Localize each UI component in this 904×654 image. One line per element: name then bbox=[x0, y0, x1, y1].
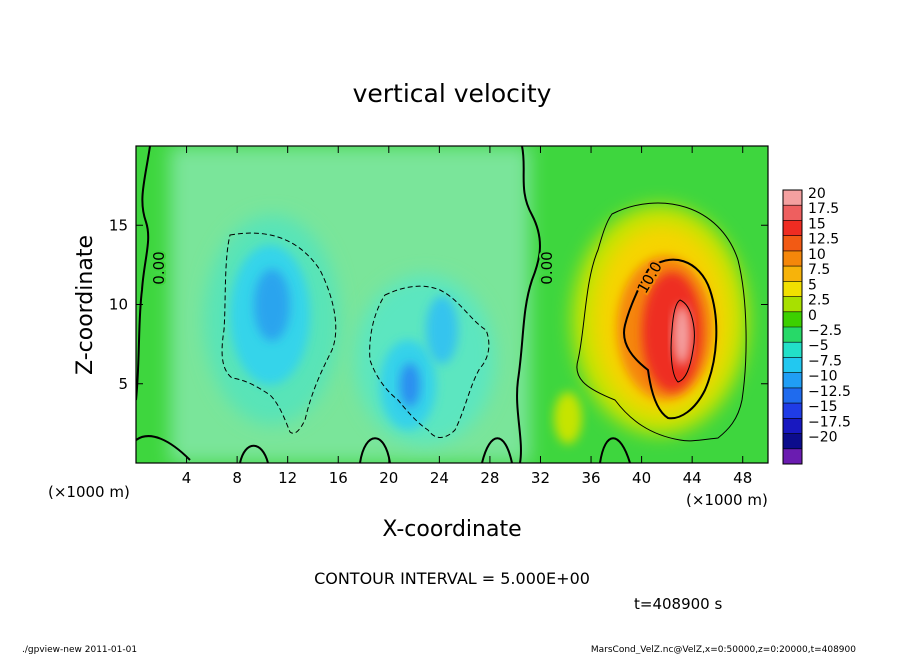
y-tick-label: 15 bbox=[109, 216, 128, 234]
contour-plus10 bbox=[623, 258, 718, 420]
contour-plus15 bbox=[670, 299, 695, 383]
contours bbox=[136, 146, 747, 463]
x-tick-label: 16 bbox=[329, 469, 348, 487]
footer-right: MarsCond_VelZ.nc@VelZ,x=0:50000,z=0:2000… bbox=[591, 645, 856, 654]
colorbar-swatch bbox=[783, 418, 802, 435]
colorbar: 2017.51512.5107.552.50−2.5−5−7.5−10−12.5… bbox=[782, 186, 851, 465]
colorbar-label: −10 bbox=[808, 369, 838, 385]
colorbar-label: 10 bbox=[808, 247, 826, 263]
colorbar-label: −12.5 bbox=[808, 384, 851, 400]
colorbar-swatch bbox=[783, 448, 802, 465]
chart-title: vertical velocity bbox=[353, 79, 552, 108]
x-tick-label: 32 bbox=[531, 469, 550, 487]
y-axis-ticks: 5 10 15 bbox=[109, 216, 768, 393]
y-tick-label: 10 bbox=[109, 296, 128, 314]
colorbar-swatch bbox=[783, 281, 802, 298]
colorbar-swatch bbox=[783, 190, 802, 206]
contour-minus5-left bbox=[221, 232, 337, 434]
colorbar-swatch bbox=[783, 403, 802, 419]
colorbar-label: −7.5 bbox=[808, 353, 842, 369]
x-tick-label: 4 bbox=[182, 469, 192, 487]
colorbar-swatch bbox=[783, 342, 802, 358]
colorbar-label: 12.5 bbox=[808, 232, 839, 248]
colorbar-label: −17.5 bbox=[808, 414, 851, 430]
colorbar-swatch bbox=[783, 220, 802, 237]
contour-minus5-mid bbox=[369, 285, 490, 438]
downdraft-left-core bbox=[254, 269, 290, 341]
colorbar-label: 5 bbox=[808, 277, 817, 293]
x-tick-label: 12 bbox=[278, 469, 297, 487]
colorbar-swatch bbox=[783, 372, 802, 389]
contour-interval-text: CONTOUR INTERVAL = 5.000E+00 bbox=[314, 569, 590, 588]
zero-contour-mid bbox=[516, 146, 541, 463]
colorbar-swatch bbox=[783, 357, 802, 374]
colorbar-swatch bbox=[783, 296, 802, 313]
colorbar-label: 15 bbox=[808, 216, 826, 232]
colorbar-swatch bbox=[783, 235, 802, 252]
colorbar-swatch bbox=[783, 205, 802, 221]
colorbar-label: −15 bbox=[808, 399, 838, 415]
contour-label: 0.00 bbox=[538, 251, 556, 284]
x-tick-label: 48 bbox=[733, 469, 752, 487]
time-text: t=408900 s bbox=[634, 595, 722, 613]
x-tick-label: 36 bbox=[581, 469, 600, 487]
colorbar-label: −20 bbox=[808, 430, 838, 446]
colorbar-label: 7.5 bbox=[808, 262, 830, 278]
contour-label: 0.00 bbox=[150, 251, 168, 284]
colorbar-label: 2.5 bbox=[808, 293, 830, 309]
colorbar-label: −5 bbox=[808, 338, 829, 354]
downdraft-mid-core bbox=[400, 363, 420, 407]
colorbar-swatch bbox=[783, 433, 802, 450]
velocity-field bbox=[136, 146, 768, 463]
colorbar-label: 0 bbox=[808, 308, 817, 324]
colorbar-swatch bbox=[783, 311, 802, 328]
colorbar-label: 20 bbox=[808, 186, 826, 202]
contour-plus5 bbox=[576, 202, 747, 442]
y-axis-label: Z-coordinate bbox=[73, 235, 98, 375]
colorbar-swatch bbox=[783, 327, 802, 343]
colorbar-swatch bbox=[783, 266, 802, 282]
x-tick-label: 44 bbox=[683, 469, 702, 487]
x-axis-ticks: 4 8 12 16 20 24 28 32 36 40 44 48 bbox=[182, 146, 752, 487]
colorbar-label: 17.5 bbox=[808, 201, 839, 217]
footer-left: ./gpview-new 2011-01-01 bbox=[22, 645, 137, 654]
y-tick-label: 5 bbox=[118, 375, 128, 393]
x-tick-label: 28 bbox=[480, 469, 499, 487]
x-unit-left: (×1000 m) bbox=[48, 483, 130, 501]
x-tick-label: 24 bbox=[430, 469, 449, 487]
downdraft-right bbox=[426, 296, 458, 364]
updraft-small bbox=[554, 392, 582, 444]
x-tick-label: 8 bbox=[232, 469, 242, 487]
x-tick-label: 40 bbox=[632, 469, 651, 487]
zero-contour-bottom bbox=[136, 435, 631, 463]
x-axis-label: X-coordinate bbox=[382, 517, 521, 542]
updraft-core bbox=[673, 305, 691, 365]
colorbar-swatch bbox=[783, 387, 802, 404]
colorbar-label: −2.5 bbox=[808, 323, 842, 339]
zero-contour-left bbox=[136, 146, 151, 401]
x-unit-right: (×1000 m) bbox=[686, 491, 768, 509]
colorbar-swatch bbox=[783, 250, 802, 267]
x-tick-label: 20 bbox=[379, 469, 398, 487]
